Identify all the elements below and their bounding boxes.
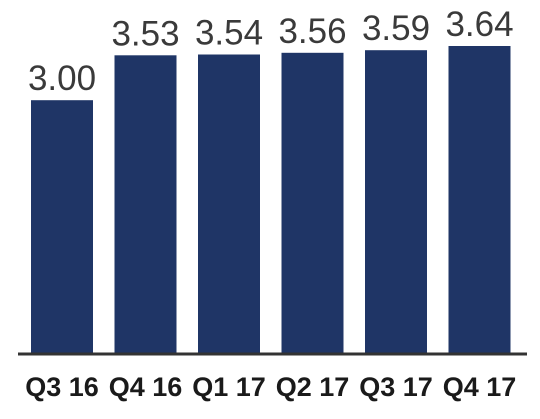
bar-q3-16 — [31, 100, 93, 354]
bar-q4-16 — [114, 55, 177, 355]
value-label: 3.53 — [111, 14, 179, 53]
x-tick-label: Q4 17 — [443, 372, 517, 402]
x-tick-label: Q4 16 — [109, 372, 183, 402]
bar-q1-17 — [198, 54, 260, 354]
bar-q3-17 — [365, 50, 427, 354]
x-tick-labels-layer: Q3 16 Q4 16 Q1 17 Q2 17 Q3 17 Q4 17 — [25, 372, 516, 402]
value-label: 3.54 — [195, 14, 263, 53]
bar-q4-17 — [448, 46, 511, 354]
x-tick-label: Q2 17 — [276, 372, 350, 402]
value-label: 3.59 — [362, 9, 430, 48]
value-labels-layer: 3.00 3.53 3.54 3.56 3.59 3.64 — [28, 5, 514, 98]
x-tick-label: Q3 17 — [359, 372, 433, 402]
bars-layer — [31, 46, 511, 355]
value-label: 3.00 — [28, 59, 96, 98]
value-label: 3.64 — [445, 5, 513, 44]
x-tick-label: Q1 17 — [192, 372, 266, 402]
value-label: 3.56 — [278, 12, 346, 51]
x-tick-label: Q3 16 — [25, 372, 99, 402]
bar-q2-17 — [281, 52, 344, 355]
